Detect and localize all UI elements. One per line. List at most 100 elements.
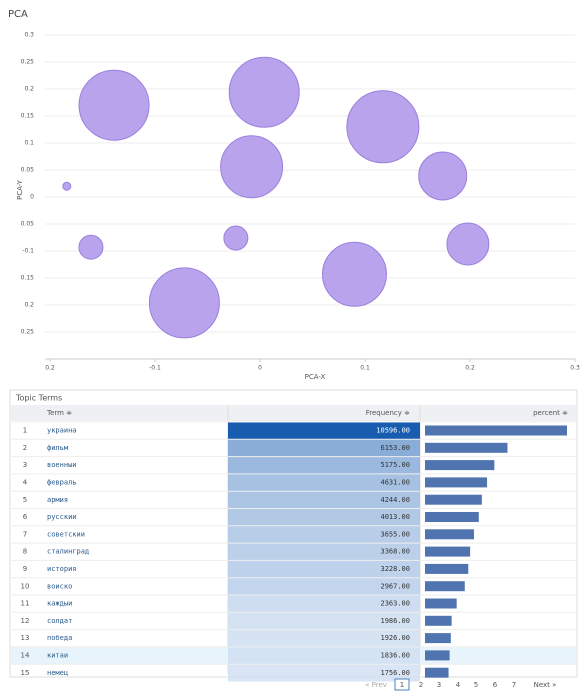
heat-cell bbox=[228, 646, 420, 665]
row-number: 1 bbox=[23, 427, 27, 435]
frequency: 4244.00 bbox=[380, 496, 410, 504]
heat-cell bbox=[228, 473, 420, 492]
frequency: 3368.00 bbox=[380, 548, 410, 556]
frequency: 10596.00 bbox=[376, 427, 410, 435]
term: февраль bbox=[47, 479, 77, 487]
table-title: Topic Terms bbox=[15, 394, 62, 403]
percent-bar bbox=[425, 581, 465, 592]
y-axis-label: PCA-Y bbox=[16, 179, 24, 199]
term: русскии bbox=[47, 513, 77, 521]
page-link[interactable]: 3 bbox=[437, 681, 441, 689]
frequency: 1986.00 bbox=[380, 617, 410, 625]
x-tick-label: 0.2 bbox=[465, 365, 475, 372]
frequency: 1836.00 bbox=[380, 652, 410, 660]
y-tick-label: 0.05 bbox=[21, 167, 35, 174]
heat-cell bbox=[228, 664, 420, 682]
percent-bar bbox=[425, 460, 495, 471]
frequency: 4631.00 bbox=[380, 479, 410, 487]
page-link[interactable]: 4 bbox=[456, 681, 461, 689]
frequency: 5175.00 bbox=[380, 461, 410, 469]
row-number: 13 bbox=[21, 634, 30, 642]
term: сталинград bbox=[47, 548, 89, 556]
page-link[interactable]: « Prev bbox=[365, 681, 387, 689]
page-link[interactable]: 1 bbox=[400, 681, 404, 689]
percent-bar bbox=[425, 633, 451, 644]
percent-bar bbox=[425, 512, 479, 522]
heat-cell bbox=[228, 577, 420, 595]
y-tick-label: -0.1 bbox=[22, 248, 34, 255]
percent-bar bbox=[425, 667, 449, 678]
chart-title: PCA bbox=[8, 9, 28, 20]
bubble bbox=[78, 69, 150, 141]
term: украина bbox=[47, 427, 77, 435]
row-number: 2 bbox=[23, 444, 27, 452]
y-tick-label: 0.2 bbox=[24, 86, 34, 93]
table-header bbox=[11, 405, 576, 421]
y-tick-label: 0.3 bbox=[24, 32, 34, 39]
bubble bbox=[223, 225, 249, 251]
bubble bbox=[148, 267, 220, 339]
page-link[interactable]: 5 bbox=[474, 681, 478, 689]
column-header[interactable]: Frequency ≑ bbox=[366, 409, 410, 417]
percent-bar bbox=[425, 442, 508, 453]
heat-cell bbox=[228, 508, 420, 526]
term: история bbox=[47, 565, 77, 573]
heat-cell bbox=[228, 629, 420, 647]
term: немец bbox=[47, 669, 68, 677]
y-tick-label: 0.15 bbox=[21, 113, 35, 120]
x-tick-label: 0.2 bbox=[45, 365, 55, 372]
page-link[interactable]: 2 bbox=[419, 681, 423, 689]
y-tick-label: 0.15 bbox=[21, 275, 35, 282]
row-number: 4 bbox=[23, 479, 28, 487]
row-number: 14 bbox=[21, 652, 30, 660]
percent-bar bbox=[425, 425, 567, 436]
frequency: 3655.00 bbox=[380, 530, 410, 538]
heat-cell bbox=[228, 525, 420, 544]
row-number: 11 bbox=[21, 600, 30, 608]
row-number: 3 bbox=[23, 461, 27, 469]
y-tick-label: 0 bbox=[30, 194, 34, 201]
heat-cell bbox=[228, 439, 420, 457]
bubble bbox=[228, 56, 300, 128]
x-tick-label: -0.1 bbox=[149, 365, 161, 372]
term: советскии bbox=[47, 530, 85, 538]
percent-bar bbox=[425, 615, 452, 626]
term: китаи bbox=[47, 652, 68, 660]
page-link[interactable]: Next » bbox=[534, 681, 557, 689]
heat-cell bbox=[228, 612, 420, 630]
row-number: 7 bbox=[23, 530, 27, 538]
frequency: 3228.00 bbox=[380, 565, 410, 573]
bubble bbox=[62, 181, 72, 191]
row-number: 6 bbox=[23, 513, 28, 521]
percent-bar bbox=[425, 529, 474, 540]
term: воиско bbox=[47, 582, 72, 590]
heat-cell bbox=[228, 491, 420, 509]
term: солдат bbox=[47, 617, 72, 625]
page-link[interactable]: 7 bbox=[512, 681, 516, 689]
percent-bar bbox=[425, 494, 482, 505]
bubble bbox=[418, 151, 468, 201]
x-axis-label: PCA-X bbox=[305, 373, 326, 381]
bubble bbox=[322, 241, 387, 307]
x-tick-label: 0.1 bbox=[360, 365, 370, 372]
row-number: 15 bbox=[21, 669, 30, 677]
page-link[interactable]: 6 bbox=[493, 681, 498, 689]
heat-cell bbox=[228, 456, 420, 474]
frequency: 1926.00 bbox=[380, 634, 410, 642]
percent-bar bbox=[425, 546, 471, 557]
term: каждыи bbox=[47, 600, 72, 608]
y-tick-label: 0.05 bbox=[21, 221, 35, 228]
bubble bbox=[220, 135, 284, 199]
bubble bbox=[446, 222, 490, 266]
y-tick-label: 0.25 bbox=[21, 59, 35, 66]
heat-cell bbox=[228, 560, 420, 578]
column-header[interactable]: Term ≑ bbox=[46, 409, 72, 417]
heat-cell bbox=[228, 543, 420, 561]
percent-bar bbox=[425, 477, 488, 488]
column-header[interactable]: percent ≑ bbox=[533, 409, 568, 417]
percent-bar bbox=[425, 598, 457, 609]
row-number: 5 bbox=[23, 496, 27, 504]
y-tick-label: 0.1 bbox=[24, 140, 34, 147]
frequency: 4013.00 bbox=[380, 513, 410, 521]
